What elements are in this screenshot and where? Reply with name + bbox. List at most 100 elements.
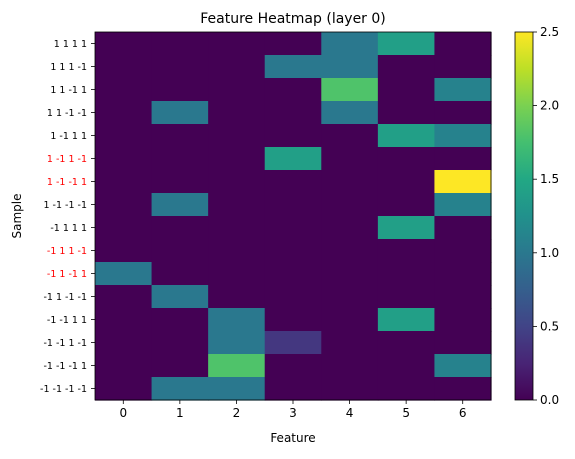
y-axis-ticks: 1 1 1 1 1 1 1 -1 1 1 -1 1 1 1 -1 -1 1 -1 1 1… bbox=[40, 39, 95, 395]
heatmap-cell bbox=[321, 101, 379, 125]
heatmap-cell bbox=[377, 308, 436, 332]
heatmap-cell bbox=[151, 32, 209, 56]
y-tick-label: -1 -1 1 -1 bbox=[43, 338, 87, 349]
heatmap-cell bbox=[151, 308, 209, 332]
heatmap-cell bbox=[151, 354, 209, 378]
y-tick-label: -1 1 1 -1 bbox=[47, 246, 87, 257]
heatmap-cell bbox=[208, 55, 266, 79]
heatmap-cell bbox=[208, 216, 266, 240]
heatmap-cell bbox=[95, 262, 153, 286]
heatmap-cell bbox=[434, 262, 492, 286]
heatmap-cell bbox=[208, 101, 266, 125]
heatmap-cell bbox=[434, 193, 492, 217]
y-tick-label: 1 -1 1 1 bbox=[50, 131, 87, 142]
heatmap-cell bbox=[434, 285, 492, 309]
heatmap-cell bbox=[434, 308, 492, 332]
heatmap-cell bbox=[321, 55, 379, 79]
heatmap-cell bbox=[95, 239, 153, 263]
heatmap-cell bbox=[377, 32, 436, 56]
colorbar-tick-label: 2.0 bbox=[540, 99, 559, 113]
y-tick-label: 1 -1 -1 -1 bbox=[43, 200, 87, 211]
heatmap-cell bbox=[264, 78, 322, 102]
heatmap-cell bbox=[264, 354, 322, 378]
heatmap-cell bbox=[321, 285, 379, 309]
heatmap-cell bbox=[151, 147, 209, 171]
heatmap-cell bbox=[321, 193, 379, 217]
heatmap-cell bbox=[95, 354, 153, 378]
heatmap-cell bbox=[377, 147, 436, 171]
x-tick-label: 6 bbox=[459, 406, 467, 420]
heatmap-cell bbox=[151, 193, 209, 217]
y-tick-label: -1 -1 -1 1 bbox=[43, 361, 87, 372]
heatmap-cell bbox=[264, 193, 322, 217]
heatmap-cell bbox=[321, 32, 379, 56]
heatmap-cell bbox=[95, 124, 153, 148]
heatmap-cell bbox=[434, 354, 492, 378]
colorbar-tick-label: 2.5 bbox=[540, 25, 559, 39]
heatmap-cell bbox=[264, 170, 322, 194]
heatmap-cell bbox=[208, 124, 266, 148]
heatmap-cell bbox=[377, 193, 436, 217]
y-tick-label: 1 1 -1 1 bbox=[50, 85, 87, 96]
heatmap-cell bbox=[434, 124, 492, 148]
heatmap-cell bbox=[208, 285, 266, 309]
heatmap-cell bbox=[321, 308, 379, 332]
heatmap-cell bbox=[208, 78, 266, 102]
heatmap-cell bbox=[321, 354, 379, 378]
heatmap-cell bbox=[95, 193, 153, 217]
x-axis-ticks: 0 1 2 3 4 5 6 bbox=[119, 400, 467, 420]
heatmap-cell bbox=[377, 124, 436, 148]
y-tick-label: -1 -1 -1 -1 bbox=[40, 384, 87, 395]
heatmap-cell bbox=[434, 216, 492, 240]
heatmap-cell bbox=[264, 216, 322, 240]
heatmap-cell bbox=[151, 239, 209, 263]
heatmap-cells bbox=[95, 32, 492, 401]
y-tick-label: -1 1 1 1 bbox=[50, 223, 87, 234]
heatmap-cell bbox=[151, 78, 209, 102]
heatmap-cell bbox=[151, 285, 209, 309]
heatmap-cell bbox=[264, 32, 322, 56]
heatmap-cell bbox=[264, 124, 322, 148]
heatmap-cell bbox=[151, 377, 209, 401]
heatmap-cell bbox=[321, 216, 379, 240]
heatmap-cell bbox=[151, 170, 209, 194]
heatmap-cell bbox=[208, 331, 266, 355]
heatmap-cell bbox=[434, 377, 492, 401]
heatmap-cell bbox=[377, 331, 436, 355]
x-tick-label: 0 bbox=[119, 406, 127, 420]
heatmap-cell bbox=[264, 308, 322, 332]
heatmap-cell bbox=[151, 124, 209, 148]
heatmap-cell bbox=[434, 331, 492, 355]
x-axis-label: Feature bbox=[270, 431, 315, 445]
chart-title: Feature Heatmap (layer 0) bbox=[200, 11, 386, 27]
heatmap-cell bbox=[377, 354, 436, 378]
y-tick-label: -1 1 -1 -1 bbox=[43, 292, 87, 303]
heatmap-cell bbox=[95, 55, 153, 79]
heatmap-cell bbox=[95, 308, 153, 332]
heatmap-cell bbox=[208, 239, 266, 263]
heatmap-cell bbox=[208, 147, 266, 171]
x-tick-label: 5 bbox=[402, 406, 410, 420]
heatmap-cell bbox=[321, 124, 379, 148]
heatmap-cell bbox=[321, 239, 379, 263]
heatmap-cell bbox=[434, 32, 492, 56]
heatmap-cell bbox=[95, 331, 153, 355]
y-tick-label: 1 1 -1 -1 bbox=[47, 108, 87, 119]
heatmap-cell bbox=[95, 101, 153, 125]
heatmap-cell bbox=[95, 78, 153, 102]
heatmap-cell bbox=[377, 55, 436, 79]
y-tick-label: 1 1 1 1 bbox=[54, 39, 87, 50]
heatmap-cell bbox=[264, 285, 322, 309]
heatmap-cell bbox=[264, 377, 322, 401]
heatmap-cell bbox=[151, 262, 209, 286]
heatmap-cell bbox=[377, 262, 436, 286]
y-tick-label: -1 1 -1 1 bbox=[47, 269, 87, 280]
colorbar-ticks: 0.0 0.5 1.0 1.5 2.0 2.5 bbox=[533, 25, 559, 407]
heatmap-cell bbox=[95, 170, 153, 194]
x-tick-label: 1 bbox=[176, 406, 184, 420]
heatmap-cell bbox=[208, 193, 266, 217]
heatmap-cell bbox=[377, 170, 436, 194]
heatmap-cell bbox=[321, 262, 379, 286]
